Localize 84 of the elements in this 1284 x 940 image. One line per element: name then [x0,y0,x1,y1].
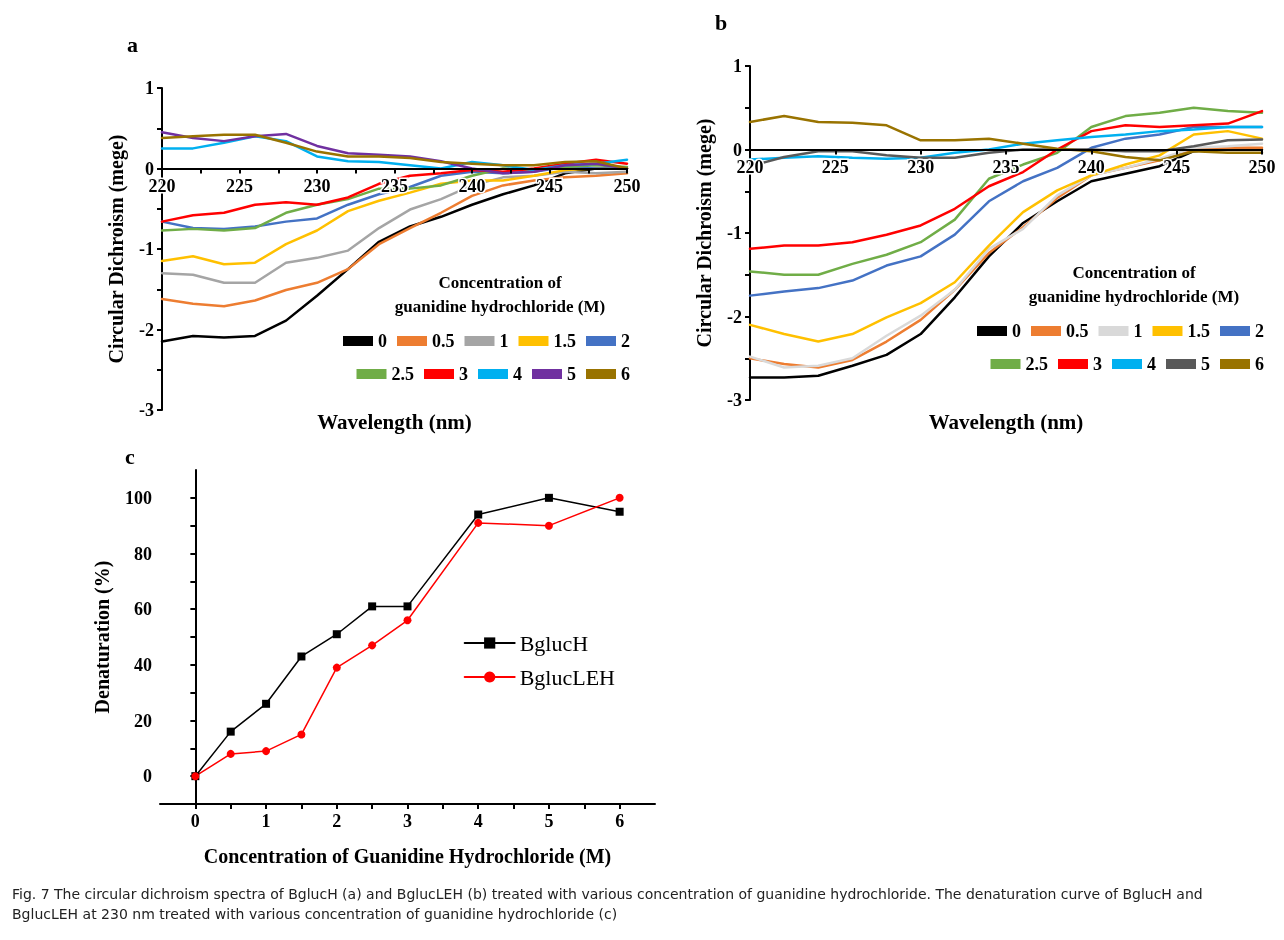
x-tick-label: 245 [536,175,563,196]
y-tick-label: 1 [145,78,154,98]
legend-title: Concentration of guanidine hydrochloride (M) [1028,262,1240,306]
legend-label: 1.5 [553,331,576,351]
legend-label: BglucLEH [519,664,616,690]
x-tick-label: 240 [1077,156,1105,177]
point [262,699,271,708]
point [615,493,624,502]
y-tick-label: -3 [139,400,154,420]
y-tick-label: 80 [134,543,152,564]
x-tick-label: 0 [190,811,200,831]
y-axis-title: Denaturation (%) [91,560,114,714]
x-tick-label: 245 [1163,156,1191,177]
x-axis-title: Wavelength (nm) [928,409,1084,434]
point [368,602,377,611]
legend-label: BglucH [519,630,589,656]
legend-label: 1 [1133,321,1143,341]
x-tick-label: 250 [613,175,641,196]
point [297,652,306,661]
x-tick-label: 225 [821,156,849,177]
legend-label: 3 [1093,354,1102,374]
point [368,641,377,650]
point [262,747,271,756]
legend-label: 1 [499,331,509,351]
legend-label: 0.5 [1066,321,1089,341]
x-tick-label: 6 [615,811,625,831]
legend-label: 0 [1012,321,1021,341]
x-tick-label: 230 [303,175,331,196]
point [615,507,624,516]
point [403,616,412,625]
point [403,602,412,611]
x-tick-label: 3 [403,811,412,831]
legend-label: 2 [621,331,630,351]
y-tick-label: 100 [125,487,152,508]
point [544,493,553,502]
point [544,521,553,530]
point [297,730,306,739]
x-tick-label: 1 [261,811,271,831]
y-tick-label: -1 [139,239,154,259]
point [332,630,341,639]
x-tick-label: 235 [992,156,1020,177]
legend-label: 6 [621,364,630,384]
legend-label: 5 [567,364,576,384]
x-tick-label: 225 [226,175,253,196]
chart-title: c [125,443,135,469]
legend-label: 1.5 [1187,321,1210,341]
legend-label: 0.5 [432,331,455,351]
x-tick-label: 4 [473,811,483,831]
y-tick-label: 60 [134,599,152,620]
point [332,663,341,672]
y-axis-title: Circular Dichroism (mege) [105,134,128,364]
x-axis-title: Wavelength (nm) [317,409,472,434]
x-tick-label: 2 [332,811,342,831]
x-axis-title: Concentration of Guanidine Hydrochloride (M) [203,845,612,868]
caption: Fig. 7 The circular dichroism spectra of BglucH (a) and BglucLEH (b) treated with various concentration of guanidine hydrochloride. The denaturation curve of BglucH and BglucLEH at 230 nm treated with various concentration of guanidine hydrochloride (c) [12,885,1204,924]
legend-label: 4 [1147,354,1156,374]
x-tick-label: 230 [907,156,935,177]
y-tick-label: 0 [143,766,152,787]
y-tick-label: -2 [727,306,742,327]
x-tick-label: 250 [1248,156,1276,177]
x-tick-label: 5 [544,811,554,831]
y-tick-label: 0 [733,139,742,160]
legend-title: Concentration of guanidine hydrochloride (M) [394,272,606,316]
legend-label: 3 [459,364,468,384]
point [226,749,235,758]
point [474,518,483,527]
legend-label: 0 [378,331,387,351]
point [474,510,483,519]
legend-label: 5 [1201,354,1210,374]
y-tick-label: -2 [139,319,154,340]
y-axis-title: Circular Dichroism (mege) [693,118,716,348]
legend-label: 2.5 [1025,354,1048,374]
y-tick-label: 1 [733,56,742,76]
y-tick-label: -3 [727,390,742,410]
y-tick-label: 20 [134,710,152,731]
legend-label: 6 [1255,354,1264,374]
legend-label: 4 [513,364,522,384]
legend-label: 2 [1255,321,1264,341]
legend-label: 2.5 [391,364,414,384]
y-tick-label: -1 [727,223,742,243]
point [226,727,235,736]
y-tick-label: 40 [134,654,152,675]
chart-title: a [127,31,138,57]
chart-title: b [715,9,728,35]
